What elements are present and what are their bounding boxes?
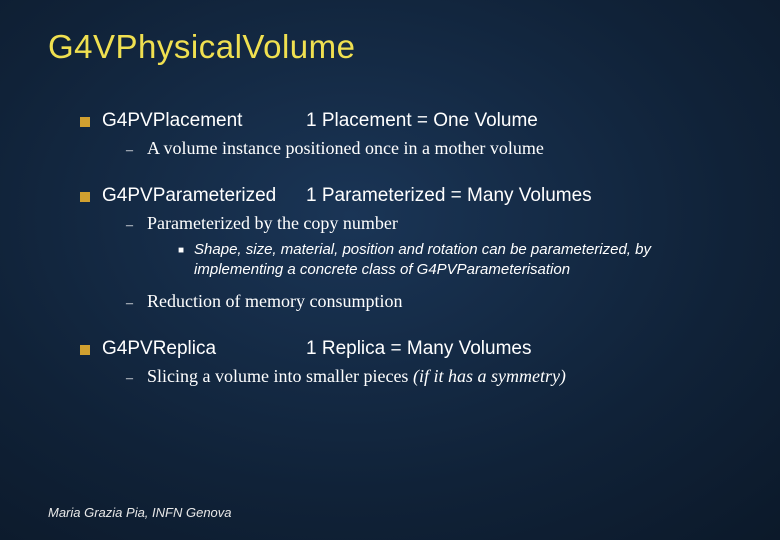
sub-item-text-main: Slicing a volume into smaller pieces <box>147 366 413 386</box>
slide-title: G4VPhysicalVolume <box>48 28 732 66</box>
square-bullet-icon <box>80 345 90 355</box>
bullet-group: G4PVPlacement 1 Placement = One Volume –… <box>48 110 732 159</box>
bullet-desc: 1 Placement = One Volume <box>306 110 538 132</box>
square-bullet-icon <box>80 192 90 202</box>
dash-icon: – <box>126 218 133 234</box>
sub-item-text-italic: (if it has a symmetry) <box>413 366 566 386</box>
dash-icon: – <box>126 296 133 312</box>
slide-footer: Maria Grazia Pia, INFN Genova <box>48 505 232 520</box>
slide: G4VPhysicalVolume G4PVPlacement 1 Placem… <box>0 0 780 540</box>
sub-item: – A volume instance positioned once in a… <box>126 138 732 159</box>
sub-item-text: Slicing a volume into smaller pieces (if… <box>147 366 566 387</box>
bullet-item: G4PVPlacement 1 Placement = One Volume <box>80 110 732 132</box>
sub-item: – Slicing a volume into smaller pieces (… <box>126 366 732 387</box>
square-bullet-icon <box>80 117 90 127</box>
sub-item-text: Parameterized by the copy number <box>147 213 398 234</box>
bullet-item: G4PVReplica 1 Replica = Many Volumes <box>80 338 732 360</box>
sub-item: – Parameterized by the copy number <box>126 213 732 234</box>
sub-sub-item: ■ Shape, size, material, position and ro… <box>178 240 732 281</box>
bullet-label: G4PVParameterized <box>102 185 306 207</box>
bullet-desc: 1 Parameterized = Many Volumes <box>306 185 592 207</box>
dash-icon: – <box>126 371 133 387</box>
bullet-label: G4PVReplica <box>102 338 306 360</box>
dash-icon: – <box>126 143 133 159</box>
bullet-group: G4PVParameterized 1 Parameterized = Many… <box>48 185 732 312</box>
bullet-item: G4PVParameterized 1 Parameterized = Many… <box>80 185 732 207</box>
sub-item-text: Reduction of memory consumption <box>147 291 402 312</box>
sub-item: – Reduction of memory consumption <box>126 291 732 312</box>
bullet-group: G4PVReplica 1 Replica = Many Volumes – S… <box>48 338 732 387</box>
square-icon: ■ <box>178 244 184 258</box>
bullet-label: G4PVPlacement <box>102 110 306 132</box>
sub-item-text: A volume instance positioned once in a m… <box>147 138 544 159</box>
sub-sub-item-text: Shape, size, material, position and rota… <box>194 240 692 281</box>
bullet-desc: 1 Replica = Many Volumes <box>306 338 531 360</box>
